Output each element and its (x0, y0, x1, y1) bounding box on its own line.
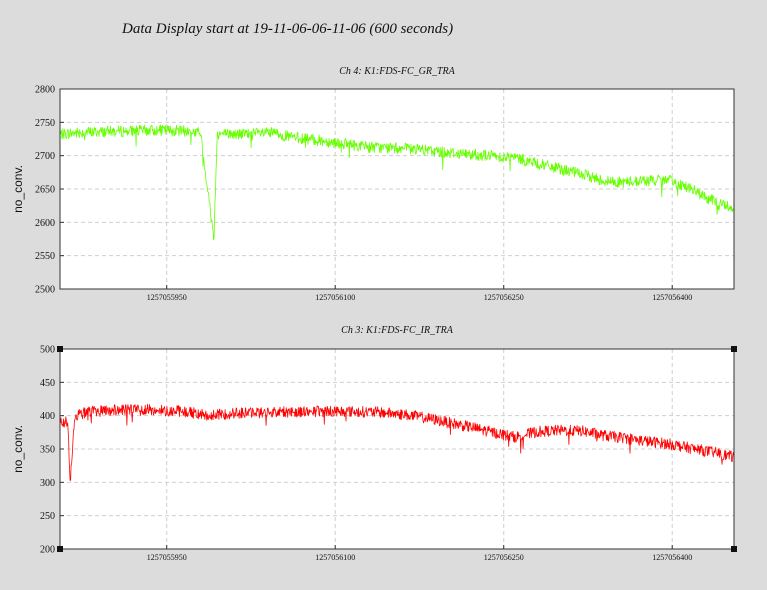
y-tick-label: 2550 (35, 251, 55, 262)
chart-1-series (59, 124, 735, 241)
chart-1-title: Ch 4: K1:FDS-FC_GR_TRA (339, 66, 455, 77)
y-tick-label: 2700 (35, 151, 55, 162)
y-tick-label: 2750 (35, 118, 55, 129)
y-tick-label: 450 (40, 378, 55, 389)
x-tick-label: 1257056100 (315, 553, 355, 562)
series-line-1 (59, 403, 735, 481)
y-tick-label: 2800 (35, 85, 55, 96)
x-tick-label: 1257056400 (652, 293, 692, 302)
series-line-1 (59, 124, 735, 241)
chart-2-ticks: 200 250 300 350 400 450 500 1257055950 125705610… (40, 345, 692, 563)
y-tick-label: 350 (40, 445, 55, 456)
chart-panel-1: Ch 4: K1:FDS-FC_GR_TRA no_conv. 2500 2550… (11, 66, 735, 303)
chart-1-ticks: 2500 2550 2600 2650 2700 2750 2800 1257055950 12… (35, 85, 692, 303)
chart-2-grid (60, 349, 734, 549)
resize-handle[interactable] (57, 546, 63, 552)
chart-1-y-axis-label: no_conv. (11, 165, 25, 213)
x-tick-label: 1257056100 (315, 293, 355, 302)
x-tick-label: 1257056250 (484, 293, 524, 302)
resize-handle[interactable] (731, 546, 737, 552)
y-tick-label: 200 (40, 545, 55, 556)
chart-1-grid (60, 89, 734, 289)
y-tick-label: 500 (40, 345, 55, 356)
y-tick-label: 2600 (35, 218, 55, 229)
x-tick-label: 1257056250 (484, 553, 524, 562)
y-tick-label: 2650 (35, 185, 55, 196)
x-tick-label: 1257055950 (147, 293, 187, 302)
y-tick-label: 400 (40, 411, 55, 422)
resize-handle[interactable] (57, 346, 63, 352)
chart-2-series (59, 403, 735, 481)
resize-handle[interactable] (731, 346, 737, 352)
x-tick-label: 1257056400 (652, 553, 692, 562)
y-tick-label: 300 (40, 478, 55, 489)
chart-2-title: Ch 3: K1:FDS-FC_IR_TRA (341, 325, 454, 336)
y-tick-label: 250 (40, 511, 55, 522)
chart-2-y-axis-label: no_conv. (11, 425, 25, 473)
y-tick-label: 2500 (35, 285, 55, 296)
chart-2-selection-handles[interactable] (57, 346, 737, 552)
page-title: Data Display start at 19-11-06-06-11-06 … (122, 21, 454, 37)
x-tick-label: 1257055950 (147, 553, 187, 562)
chart-panel-2: Ch 3: K1:FDS-FC_IR_TRA no_conv. 200 250 30… (11, 325, 737, 562)
